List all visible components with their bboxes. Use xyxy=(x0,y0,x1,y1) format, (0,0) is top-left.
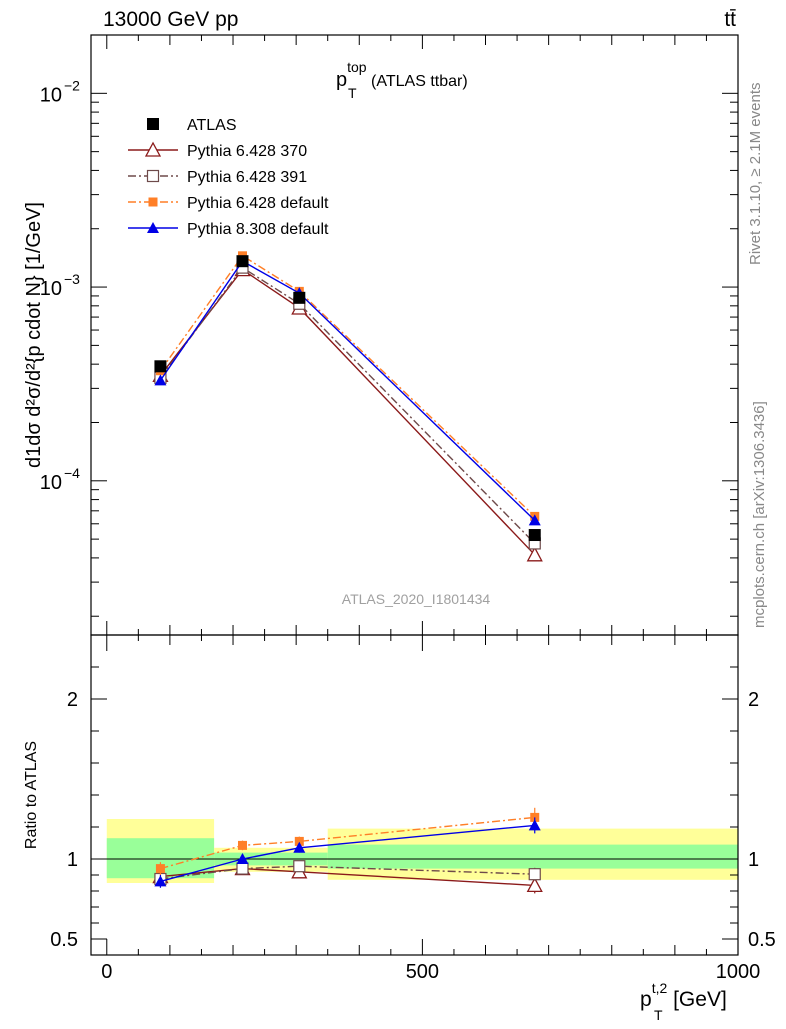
ratio-y-tick-label-left: 0.5 xyxy=(50,929,78,951)
plot-title-sub: T xyxy=(348,85,357,101)
main-y-tick-label-exp: −4 xyxy=(64,465,80,481)
legend: ATLAS Pythia 6.428 370 Pythia 6.428 391 Pyt… xyxy=(128,117,329,238)
ratio-point-pythia-6-428-default xyxy=(237,840,247,850)
ratio-y-tick-label-right: 0.5 xyxy=(748,929,776,951)
x-axis-label-suffix: [GeV] xyxy=(667,988,727,1011)
ratio-y-tick-label-right: 2 xyxy=(748,689,759,711)
ratio-point-pythia-6-428-391 xyxy=(528,868,541,881)
rivet-version-label: Rivet 3.1.10, ≥ 2.1M events xyxy=(747,83,764,266)
legend-label-pythia-6-428-default: Pythia 6.428 default xyxy=(187,195,329,212)
series-line-pythia-6-428-391 xyxy=(159,266,536,544)
x-tick-label: 0 xyxy=(101,961,112,983)
main-y-axis-label: d1dσ d²σ/d²{p cdot N} [1/GeV] xyxy=(23,202,45,468)
main-y-tick-label: 10 xyxy=(40,472,62,494)
plot-title-sup: top xyxy=(347,59,367,75)
legend-marker-pythia-6-428-default xyxy=(148,197,158,207)
x-axis-label-sup: t,2 xyxy=(652,980,668,996)
main-y-axis-label-text: d1dσ d²σ/d²{p cdot N} [1/GeV] xyxy=(23,202,45,468)
ratio-point-pythia-6-428-370 xyxy=(526,877,543,893)
main-y-tick-label-base: 10 xyxy=(40,84,62,106)
data-point-atlas xyxy=(293,291,306,304)
ratio-line-pythia-6-428-default xyxy=(160,816,535,870)
legend-marker-pythia-8-308-default xyxy=(147,222,159,233)
ratio-point-pythia-8-308-default xyxy=(293,841,306,853)
main-y-tick-label: 10 xyxy=(40,278,62,300)
header-process: tt̄ xyxy=(724,8,736,31)
main-y-tick-label-base: 10 xyxy=(40,278,62,300)
ratio-y-axis-label: Ratio to ATLAS xyxy=(23,741,40,849)
data-point-atlas xyxy=(154,360,167,373)
ratio-point-pythia-6-428-391 xyxy=(293,860,306,873)
legend-marker-atlas xyxy=(147,118,159,130)
series-line-pythia-6-428-default xyxy=(159,254,536,517)
legend-label-atlas: ATLAS xyxy=(187,117,237,134)
series-line-pythia-8-308-default xyxy=(159,260,536,521)
main-y-tick-label-exp: −3 xyxy=(64,271,80,287)
data-point-atlas xyxy=(236,255,249,268)
ratio-y-tick-label-left: 2 xyxy=(67,689,78,711)
legend-label-pythia-6-428-370: Pythia 6.428 370 xyxy=(187,143,307,160)
ratio-point-pythia-6-428-default xyxy=(155,864,165,874)
ratio-point-pythia-6-428-391 xyxy=(236,862,249,875)
data-point-pythia-8-308-default xyxy=(528,514,541,526)
series-line-pythia-6-428-370 xyxy=(159,268,536,556)
x-tick-label: 1000 xyxy=(716,961,761,983)
plot-title-main: p xyxy=(336,69,347,91)
ratio-point-pythia-8-308-default xyxy=(236,853,249,864)
header-energy: 13000 GeV pp xyxy=(103,8,238,31)
legend-label-pythia-8-308-default: Pythia 8.308 default xyxy=(187,221,329,238)
mcplots-label: mcplots.cern.ch [arXiv:1306.3436] xyxy=(751,401,768,628)
x-tick-label: 500 xyxy=(406,961,439,983)
ratio-line-pythia-6-428-370 xyxy=(160,867,535,887)
ratio-line-pythia-6-428-391 xyxy=(160,865,535,880)
legend-marker-pythia-6-428-370 xyxy=(144,141,162,157)
x-axis-label: pt,2 [GeV] xyxy=(640,980,727,1011)
ratio-y-tick-label-left: 1 xyxy=(67,849,78,871)
watermark: ATLAS_2020_I1801434 xyxy=(342,591,491,607)
ratio-stat-uncertainty-band xyxy=(327,844,738,869)
ratio-point-pythia-6-428-default xyxy=(294,836,304,846)
ratio-point-pythia-8-308-default xyxy=(154,875,167,887)
data-point-pythia-6-428-370 xyxy=(526,546,543,562)
main-y-tick-label-base: 10 xyxy=(40,472,62,494)
ratio-y-tick-label-right: 1 xyxy=(748,849,759,871)
legend-label-pythia-6-428-391: Pythia 6.428 391 xyxy=(187,169,307,186)
ratio-panel: 2 2 1 1 0.5 0.5 0 500 1000 Ratio to ATLAS pt,2 [… xyxy=(23,634,776,1023)
ratio-point-pythia-8-308-default xyxy=(528,819,541,831)
data-point-atlas xyxy=(528,529,541,542)
legend-marker-pythia-6-428-391 xyxy=(146,169,160,183)
plot-title: ptop (ATLAS ttbar) xyxy=(336,59,468,91)
ratio-plot-frame xyxy=(90,634,739,956)
data-point-pythia-8-308-default xyxy=(154,374,167,386)
main-y-tick-label: 10 xyxy=(40,84,62,106)
x-axis-label-main: p xyxy=(640,988,652,1011)
main-y-tick-label-exp: −2 xyxy=(64,77,80,93)
main-panel: 10−210−310−4 ATLAS_2020_I1801434 ptop (A… xyxy=(23,34,739,636)
x-axis-label-sub: T xyxy=(654,1007,663,1023)
ratio-line-pythia-8-308-default xyxy=(160,824,535,883)
plot-title-suffix: (ATLAS ttbar) xyxy=(367,73,468,90)
